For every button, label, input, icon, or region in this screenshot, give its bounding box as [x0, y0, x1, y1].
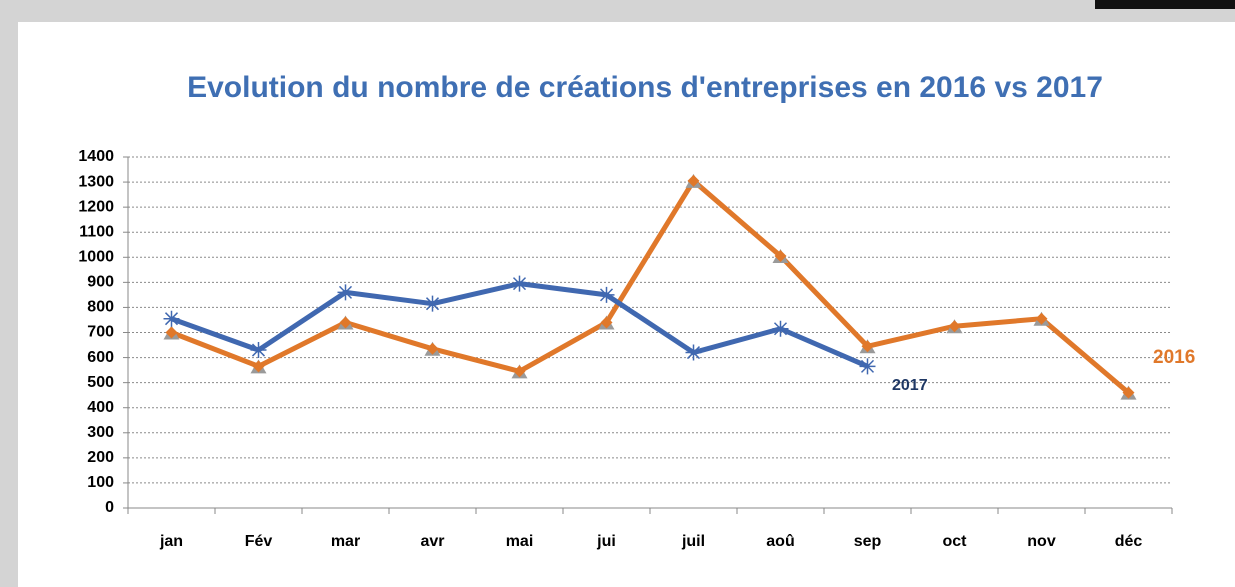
- star-marker: [859, 358, 876, 375]
- x-tick-label: aoû: [766, 533, 794, 550]
- y-tick-label: 900: [87, 274, 114, 291]
- y-tick-label: 300: [87, 424, 114, 441]
- series-line: [170, 281, 869, 369]
- y-tick-label: 0: [105, 499, 114, 516]
- y-tick-label: 100: [87, 474, 114, 491]
- y-tick-label: 700: [87, 324, 114, 341]
- star-marker: [337, 284, 354, 301]
- window-bar: [1095, 0, 1235, 9]
- star-marker: [424, 295, 441, 312]
- chart-frame: [18, 22, 1235, 587]
- y-tick-label: 800: [87, 299, 114, 316]
- y-tick-label: 1300: [78, 173, 114, 190]
- x-tick-label: mar: [331, 533, 360, 550]
- x-tick-label: nov: [1027, 533, 1056, 550]
- y-tick-label: 500: [87, 374, 114, 391]
- x-tick-label: jan: [159, 533, 183, 550]
- diamond-marker: [1035, 312, 1048, 325]
- diamond-marker: [252, 360, 265, 373]
- series-line: [170, 178, 1131, 395]
- diamond-marker: [513, 365, 526, 378]
- series-label: 2017: [892, 377, 928, 394]
- y-tick-label: 1400: [78, 148, 114, 165]
- y-tick-label: 200: [87, 449, 114, 466]
- star-marker: [163, 310, 180, 327]
- diamond-marker: [600, 316, 613, 329]
- y-tick-label: 400: [87, 399, 114, 416]
- x-tick-label: jui: [596, 533, 616, 550]
- diamond-marker: [165, 326, 178, 339]
- series-label: 2016: [1153, 347, 1195, 368]
- star-marker: [250, 342, 267, 359]
- x-tick-label: oct: [943, 533, 968, 550]
- diamond-marker: [861, 340, 874, 353]
- star-marker: [685, 344, 702, 361]
- x-tick-label: juil: [681, 533, 705, 550]
- diamond-marker: [687, 174, 700, 187]
- diamond-marker: [339, 316, 352, 329]
- diamond-marker: [426, 342, 439, 355]
- diamond-marker: [1122, 386, 1135, 399]
- chart-title: Evolution du nombre de créations d'entre…: [187, 71, 1103, 104]
- diamond-marker: [948, 320, 961, 333]
- star-marker: [598, 286, 615, 303]
- x-tick-label: mai: [506, 533, 534, 550]
- star-marker: [511, 275, 528, 292]
- y-tick-label: 600: [87, 349, 114, 366]
- y-tick-label: 1200: [78, 198, 114, 215]
- x-tick-label: déc: [1115, 533, 1143, 550]
- x-tick-label: sep: [854, 533, 882, 550]
- x-tick-label: avr: [420, 533, 444, 550]
- x-tick-label: Fév: [245, 533, 273, 550]
- diamond-marker: [774, 250, 787, 263]
- y-tick-label: 1000: [78, 249, 114, 266]
- star-marker: [772, 320, 789, 337]
- y-tick-label: 1100: [79, 223, 114, 240]
